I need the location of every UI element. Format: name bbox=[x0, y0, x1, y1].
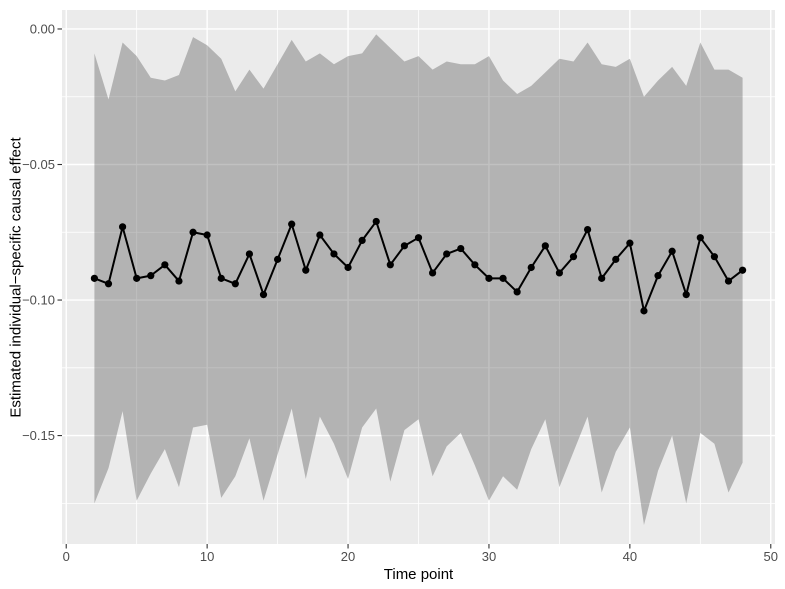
x-axis-title: Time point bbox=[383, 566, 454, 583]
data-point bbox=[598, 274, 606, 282]
data-point bbox=[316, 231, 324, 239]
data-point bbox=[485, 274, 493, 282]
data-point bbox=[710, 253, 719, 261]
x-tick-label: 20 bbox=[341, 549, 355, 564]
data-point bbox=[217, 274, 225, 282]
data-point bbox=[541, 242, 549, 250]
data-point bbox=[471, 261, 479, 269]
data-point bbox=[133, 274, 141, 282]
data-point bbox=[640, 307, 648, 315]
data-point bbox=[443, 250, 451, 258]
data-point bbox=[724, 277, 733, 285]
axes: 0 10 20 30 40 50 0.00 −0.05 −0.10 −0.15 bbox=[22, 21, 778, 564]
confidence-ribbon bbox=[94, 34, 743, 526]
data-point bbox=[527, 263, 535, 272]
data-point bbox=[259, 291, 268, 299]
data-point bbox=[90, 274, 99, 282]
data-point bbox=[273, 255, 282, 263]
y-tick-label: 0.00 bbox=[30, 21, 55, 36]
data-point bbox=[386, 261, 394, 269]
data-point bbox=[738, 266, 747, 274]
data-point bbox=[682, 291, 690, 299]
data-point bbox=[513, 288, 521, 296]
data-point bbox=[654, 272, 662, 280]
data-point bbox=[626, 239, 634, 247]
x-tick-label: 40 bbox=[623, 549, 637, 564]
x-tick-label: 50 bbox=[764, 549, 778, 564]
x-tick-label: 10 bbox=[200, 549, 214, 564]
y-axis-title: Estimated individual−specific causal eff… bbox=[7, 137, 25, 418]
data-point bbox=[288, 220, 296, 228]
data-point bbox=[203, 231, 211, 239]
data-point bbox=[499, 274, 507, 282]
data-point bbox=[118, 223, 127, 231]
x-tick-label: 0 bbox=[63, 549, 70, 564]
y-tick-label: −0.10 bbox=[22, 293, 55, 308]
data-point bbox=[231, 280, 239, 288]
data-point bbox=[344, 263, 352, 272]
y-tick-label: −0.15 bbox=[22, 428, 55, 443]
data-point bbox=[147, 272, 155, 280]
data-point bbox=[612, 255, 620, 263]
data-point bbox=[583, 225, 592, 234]
x-tick-label: 30 bbox=[482, 549, 496, 564]
data-point bbox=[104, 280, 113, 288]
data-point bbox=[175, 277, 183, 285]
data-point bbox=[161, 261, 169, 269]
data-point bbox=[302, 266, 310, 274]
minor-gridlines bbox=[62, 10, 775, 544]
data-point bbox=[189, 228, 197, 236]
data-point bbox=[428, 269, 437, 277]
data-point bbox=[358, 236, 366, 245]
data-point bbox=[400, 242, 409, 250]
data-point bbox=[330, 250, 338, 258]
data-point bbox=[555, 269, 564, 277]
major-gridlines bbox=[62, 10, 775, 544]
data-point bbox=[457, 244, 465, 253]
data-point bbox=[696, 234, 704, 242]
data-points bbox=[90, 217, 747, 315]
data-point bbox=[372, 217, 380, 226]
data-point bbox=[414, 234, 423, 242]
data-point bbox=[569, 253, 578, 261]
y-tick-label: −0.05 bbox=[22, 157, 55, 172]
data-point bbox=[668, 247, 676, 255]
data-point bbox=[245, 250, 254, 258]
